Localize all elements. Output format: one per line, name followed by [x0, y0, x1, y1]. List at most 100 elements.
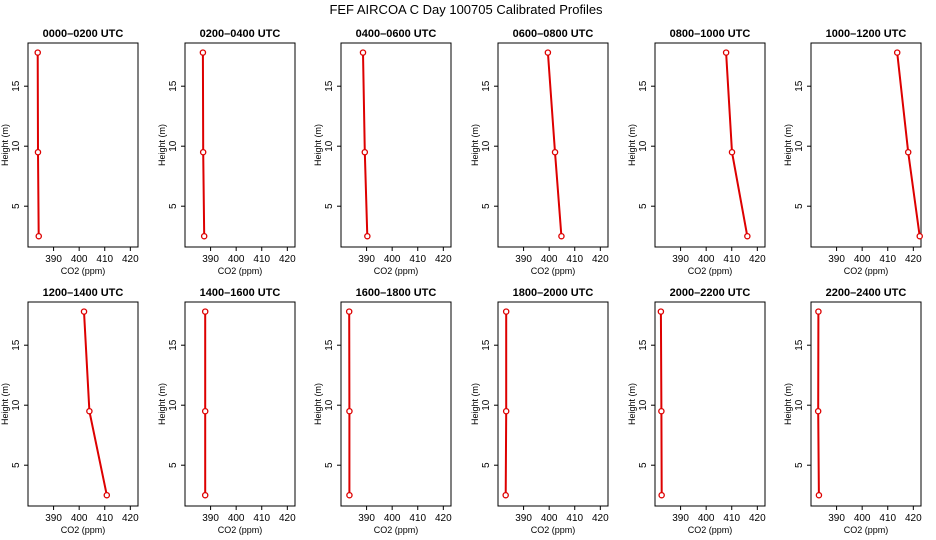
- profile-line: [362, 52, 369, 237]
- profile-point: [658, 491, 665, 499]
- x-tick-label: 410: [879, 254, 896, 265]
- y-axis-label: Height (m): [627, 383, 637, 425]
- x-tick-label: 410: [253, 513, 270, 524]
- profile-point: [544, 49, 552, 56]
- panel: 2200–2400 UTC 390 400 410 420 5 10 15 CO2 (ppm) H…: [783, 287, 922, 535]
- y-tick-label: 5: [168, 203, 179, 209]
- x-tick-label: 420: [592, 254, 609, 265]
- profile-point: [199, 49, 207, 56]
- x-tick-label: 410: [409, 513, 426, 524]
- profile-point: [558, 232, 565, 240]
- y-tick-label: 15: [11, 339, 22, 351]
- x-tick-label: 420: [122, 513, 139, 524]
- y-tick-label: 10: [324, 399, 335, 411]
- panel-title: 1800–2000 UTC: [513, 287, 594, 299]
- panel: 0000–0200 UTC 390 400 410 420 5 10 15 CO2 (ppm) H…: [0, 28, 139, 276]
- profile-point: [361, 148, 369, 156]
- profile-line: [659, 311, 663, 496]
- profile-point: [744, 232, 751, 240]
- x-tick-label: 390: [202, 513, 219, 524]
- panel-title: 0400–0600 UTC: [356, 28, 437, 40]
- y-axis-label: Height (m): [0, 383, 10, 425]
- y-tick-label: 5: [638, 462, 649, 468]
- plot-frame: [184, 42, 296, 248]
- profile-line: [817, 311, 820, 496]
- y-tick-label: 15: [794, 339, 805, 351]
- profile-point: [722, 49, 730, 56]
- plot-frame: [184, 301, 296, 507]
- x-tick-label: 400: [541, 254, 558, 265]
- y-tick-label: 15: [481, 80, 492, 92]
- profile-point: [728, 148, 736, 156]
- x-axis-label: CO2 (ppm): [218, 266, 263, 276]
- y-tick-label: 10: [324, 140, 335, 152]
- x-tick-label: 410: [566, 513, 583, 524]
- plot-frame: [27, 301, 139, 507]
- profile-point: [346, 407, 353, 415]
- y-tick-label: 15: [168, 80, 179, 92]
- x-tick-label: 390: [672, 513, 689, 524]
- panel: 0800–1000 UTC 390 400 410 420 5 10 15 CO2 (ppm) H…: [627, 28, 766, 276]
- x-axis-label: CO2 (ppm): [61, 525, 106, 535]
- x-axis-label: CO2 (ppm): [531, 525, 576, 535]
- panel: 0200–0400 UTC 390 400 410 420 5 10 15 CO2 (ppm) H…: [157, 28, 296, 276]
- panel-title: 2000–2200 UTC: [670, 287, 751, 299]
- x-tick-label: 400: [698, 513, 715, 524]
- profile-point: [201, 407, 209, 415]
- y-tick-label: 10: [638, 399, 649, 411]
- profile-line: [36, 52, 40, 237]
- plot-frame: [654, 42, 766, 248]
- y-tick-label: 10: [168, 399, 179, 411]
- x-tick-label: 410: [96, 254, 113, 265]
- x-tick-label: 420: [435, 254, 452, 265]
- profile-point: [551, 148, 559, 156]
- profile-point: [86, 407, 93, 415]
- panel-title: 0000–0200 UTC: [43, 28, 124, 40]
- x-tick-label: 410: [253, 254, 270, 265]
- x-tick-label: 400: [384, 513, 401, 524]
- x-tick-label: 390: [828, 513, 845, 524]
- y-axis-label: Height (m): [470, 383, 480, 425]
- profile-point: [200, 232, 208, 240]
- profile-point: [904, 148, 912, 156]
- profile-point: [502, 491, 509, 499]
- panel: 0400–0600 UTC 390 400 410 420 5 10 15 CO2 (ppm) H…: [313, 28, 452, 276]
- panel-title: 1600–1800 UTC: [356, 287, 437, 299]
- x-tick-label: 420: [749, 513, 766, 524]
- y-tick-label: 15: [324, 339, 335, 351]
- plot-frame: [340, 301, 452, 507]
- profile-line: [83, 311, 108, 496]
- x-tick-label: 410: [879, 513, 896, 524]
- profile-point: [657, 308, 665, 315]
- y-axis-label: Height (m): [313, 124, 323, 166]
- x-tick-label: 390: [358, 254, 375, 265]
- profile-point: [34, 49, 41, 56]
- y-tick-label: 5: [324, 203, 335, 209]
- panel: 2000–2200 UTC 390 400 410 420 5 10 15 CO2 (ppm) H…: [627, 287, 766, 535]
- x-tick-label: 390: [515, 254, 532, 265]
- y-axis-label: Height (m): [157, 383, 167, 425]
- y-tick-label: 10: [638, 140, 649, 152]
- y-tick-label: 5: [481, 462, 492, 468]
- profile-point: [34, 148, 42, 156]
- y-tick-label: 10: [794, 399, 805, 411]
- x-tick-label: 400: [71, 513, 88, 524]
- plot-frame: [810, 42, 922, 248]
- plot-frame: [27, 42, 139, 248]
- profile-point: [893, 49, 901, 56]
- x-axis-label: CO2 (ppm): [61, 266, 106, 276]
- y-tick-label: 5: [324, 462, 335, 468]
- y-tick-label: 10: [11, 140, 22, 152]
- x-axis-label: CO2 (ppm): [844, 266, 889, 276]
- x-axis-label: CO2 (ppm): [374, 266, 419, 276]
- x-axis-label: CO2 (ppm): [374, 525, 419, 535]
- y-tick-label: 15: [481, 339, 492, 351]
- panel-title: 0200–0400 UTC: [200, 28, 281, 40]
- x-tick-label: 410: [566, 254, 583, 265]
- profile-point: [815, 491, 823, 499]
- profile-point: [80, 308, 88, 315]
- x-tick-label: 420: [905, 254, 922, 265]
- x-tick-label: 420: [905, 513, 922, 524]
- profile-line: [725, 52, 749, 237]
